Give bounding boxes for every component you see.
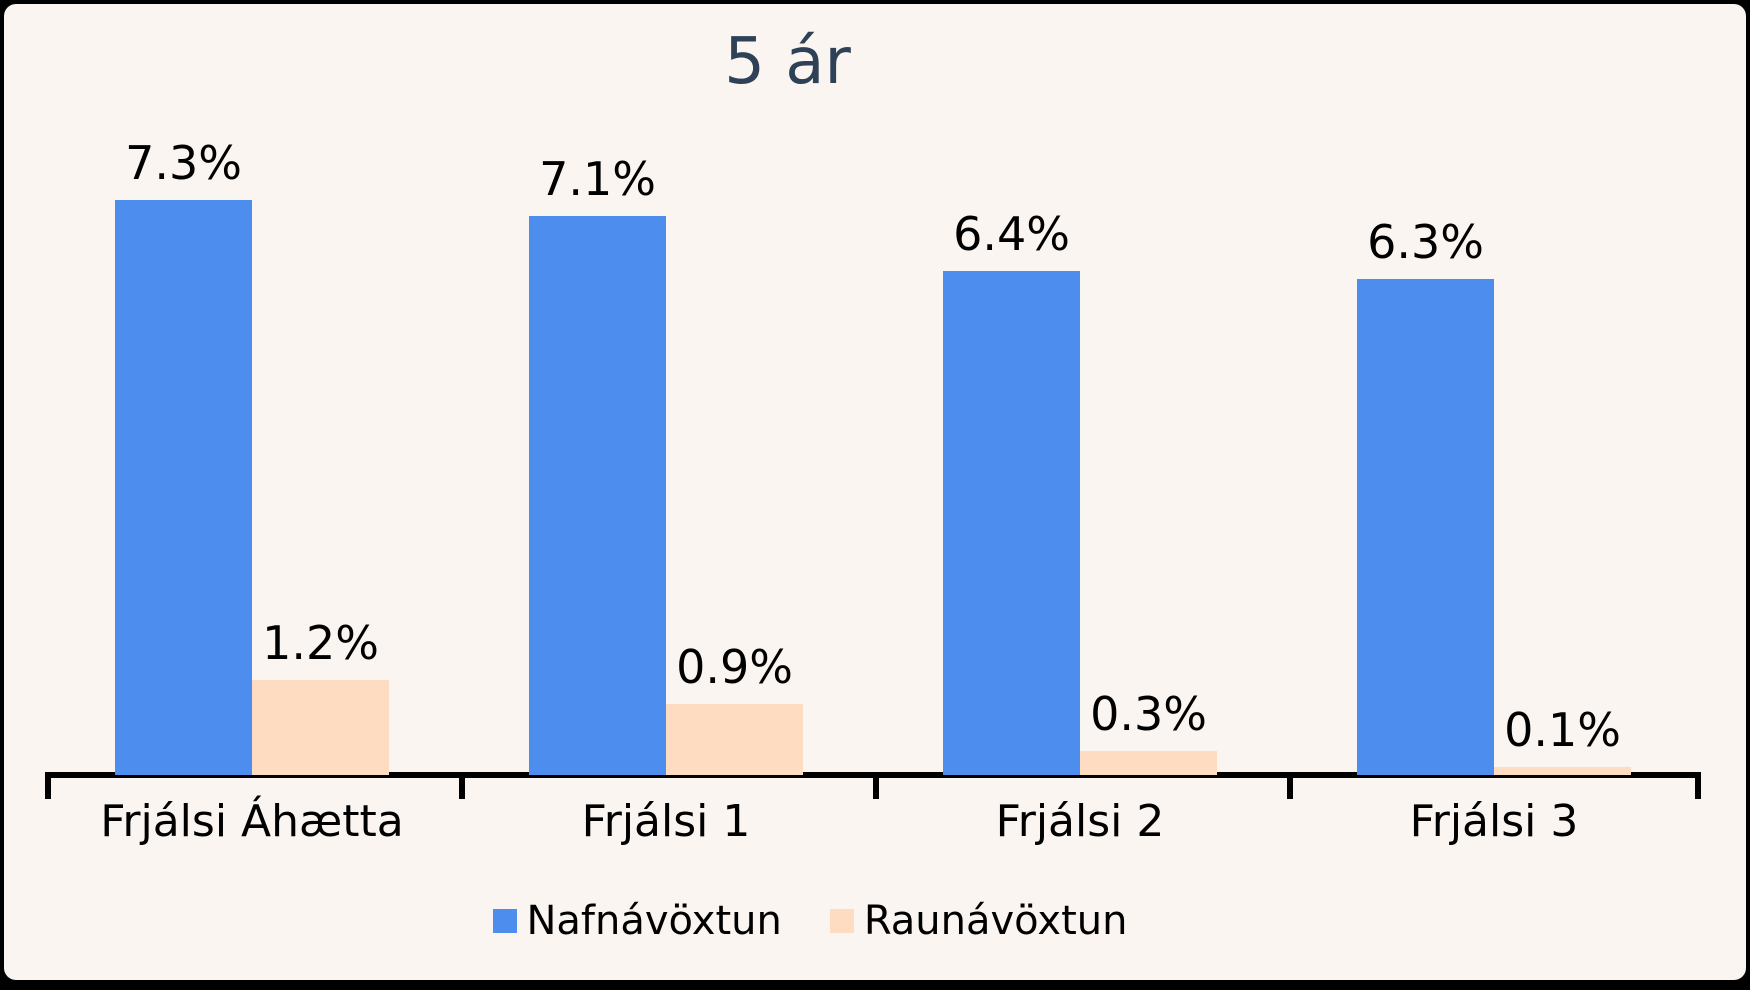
bar-raunavoxtun-frjalsi-3	[1494, 767, 1631, 775]
legend-label-nafnavoxtun: Nafnávöxtun	[526, 898, 782, 944]
value-label-nafnavoxtun-frjalsi-1: 7.1%	[539, 151, 656, 206]
category-label-frjalsi-ah-tta: Frjálsi Áhætta	[100, 796, 404, 847]
bar-nafnavoxtun-frjalsi-2	[943, 270, 1080, 775]
value-label-raunavoxtun-frjalsi-1: 0.9%	[676, 640, 793, 695]
bar-nafnavoxtun-frjalsi-3	[1357, 278, 1494, 775]
value-label-nafnavoxtun-frjalsi-3: 6.3%	[1367, 214, 1484, 269]
legend: Nafnávöxtun Raunávöxtun	[0, 898, 1685, 944]
value-label-raunavoxtun-frjalsi-3: 0.1%	[1504, 703, 1621, 758]
bar-nafnavoxtun-frjalsi-1	[529, 215, 666, 775]
x-axis-tick	[873, 772, 879, 799]
x-axis-tick	[1695, 772, 1701, 799]
x-axis-tick	[459, 772, 465, 799]
bar-raunavoxtun-frjalsi-1	[666, 704, 803, 775]
legend-swatch-raunavoxtun-icon	[829, 909, 854, 933]
category-label-frjalsi-2: Frjálsi 2	[995, 796, 1165, 847]
bar-raunavoxtun-frjalsi-2	[1080, 751, 1217, 775]
bar-nafnavoxtun-frjalsi-ah-tta	[115, 199, 252, 775]
x-axis-tick	[1287, 772, 1293, 799]
category-label-frjalsi-3: Frjálsi 3	[1409, 796, 1579, 847]
chart-title: 5 ár	[724, 25, 851, 99]
legend-item-nafnavoxtun: Nafnávöxtun	[492, 898, 782, 944]
category-label-frjalsi-1: Frjálsi 1	[581, 796, 751, 847]
value-label-nafnavoxtun-frjalsi-ah-tta: 7.3%	[125, 135, 242, 190]
value-label-raunavoxtun-frjalsi-ah-tta: 1.2%	[262, 616, 379, 671]
x-axis-tick	[45, 772, 51, 799]
legend-swatch-nafnavoxtun-icon	[492, 909, 517, 933]
legend-label-raunavoxtun: Raunávöxtun	[863, 898, 1128, 944]
legend-item-raunavoxtun: Raunávöxtun	[829, 898, 1128, 944]
value-label-raunavoxtun-frjalsi-2: 0.3%	[1090, 687, 1207, 742]
bar-raunavoxtun-frjalsi-ah-tta	[252, 680, 389, 775]
value-label-nafnavoxtun-frjalsi-2: 6.4%	[953, 206, 1070, 261]
